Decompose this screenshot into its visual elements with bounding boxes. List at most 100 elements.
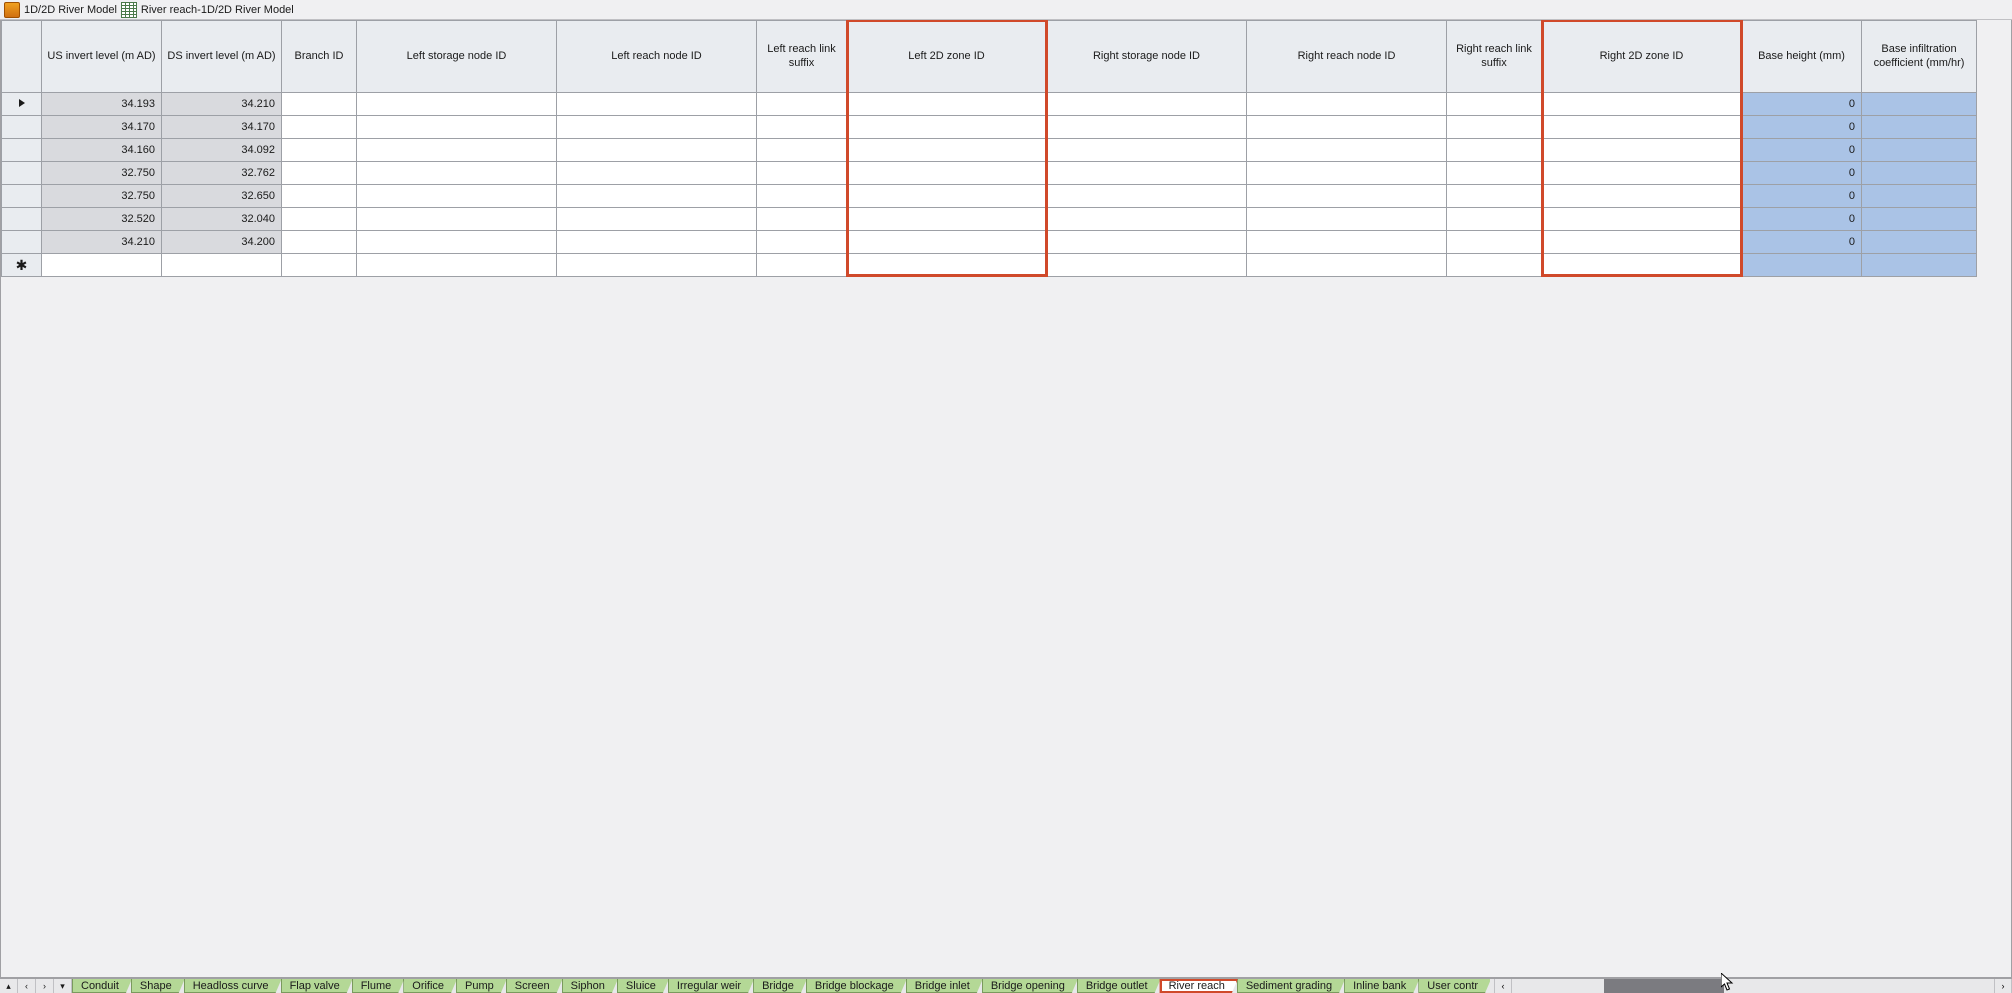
footer-tab-inline-bank[interactable]: Inline bank — [1344, 979, 1419, 993]
footer-tab-irregular-weir[interactable]: Irregular weir — [668, 979, 754, 993]
footer-tab-conduit[interactable]: Conduit — [72, 979, 132, 993]
cell-branch_id[interactable] — [282, 116, 357, 139]
cell-us_invert[interactable]: 34.193 — [42, 93, 162, 116]
cell-ds_invert[interactable]: 34.092 — [162, 139, 282, 162]
column-header-ds_invert[interactable]: DS invert level (m AD) — [162, 21, 282, 93]
cell-base_infilt[interactable] — [1862, 162, 1977, 185]
cell-ds_invert[interactable] — [162, 254, 282, 277]
hscroll-left[interactable]: ‹ — [1494, 979, 1512, 993]
cell-right_reach_node[interactable] — [1247, 231, 1447, 254]
hscroll-right[interactable]: › — [1994, 979, 2012, 993]
footer-tab-bridge-blockage[interactable]: Bridge blockage — [806, 979, 907, 993]
column-header-left_2d_zone[interactable]: Left 2D zone ID — [847, 21, 1047, 93]
cell-branch_id[interactable] — [282, 93, 357, 116]
cell-ds_invert[interactable]: 34.210 — [162, 93, 282, 116]
hscroll-track[interactable] — [1512, 979, 1994, 993]
tab-nav-last[interactable]: ▾ — [54, 979, 72, 993]
cell-left_storage[interactable] — [357, 185, 557, 208]
cell-right_2d_zone[interactable] — [1542, 162, 1742, 185]
cell-left_2d_zone[interactable] — [847, 116, 1047, 139]
cell-left_2d_zone[interactable] — [847, 208, 1047, 231]
cell-base_height[interactable]: 0 — [1742, 116, 1862, 139]
cell-base_infilt[interactable] — [1862, 231, 1977, 254]
column-header-base_infilt[interactable]: Base infiltration coefficient (mm/hr) — [1862, 21, 1977, 93]
footer-tab-shape[interactable]: Shape — [131, 979, 185, 993]
cell-us_invert[interactable]: 32.750 — [42, 185, 162, 208]
cell-right_2d_zone[interactable] — [1542, 231, 1742, 254]
cell-right_reach_node[interactable] — [1247, 139, 1447, 162]
cell-right_reach_node[interactable] — [1247, 116, 1447, 139]
cell-base_height[interactable]: 0 — [1742, 208, 1862, 231]
cell-left_reach_node[interactable] — [557, 139, 757, 162]
cell-right_reach_suffix[interactable] — [1447, 116, 1542, 139]
footer-tab-river-reach[interactable]: River reach — [1160, 979, 1238, 993]
cell-left_reach_node[interactable] — [557, 208, 757, 231]
cell-left_reach_suffix[interactable] — [757, 208, 847, 231]
footer-tab-flap-valve[interactable]: Flap valve — [281, 979, 353, 993]
cell-left_reach_node[interactable] — [557, 231, 757, 254]
cell-us_invert[interactable]: 34.210 — [42, 231, 162, 254]
cell-right_reach_suffix[interactable] — [1447, 231, 1542, 254]
tab-nav-first[interactable]: ▴ — [0, 979, 18, 993]
table-row[interactable]: 34.17034.1700 — [2, 116, 1977, 139]
footer-tab-sluice[interactable]: Sluice — [617, 979, 669, 993]
footer-tab-siphon[interactable]: Siphon — [562, 979, 618, 993]
cell-left_2d_zone[interactable] — [847, 162, 1047, 185]
cell-left_reach_suffix[interactable] — [757, 116, 847, 139]
column-header-left_storage[interactable]: Left storage node ID — [357, 21, 557, 93]
cell-right_storage[interactable] — [1047, 231, 1247, 254]
table-row[interactable]: 34.16034.092 0 — [2, 139, 1977, 162]
cell-us_invert[interactable]: 34.160 — [42, 139, 162, 162]
data-grid[interactable]: US invert level (m AD)DS invert level (m… — [1, 20, 1977, 277]
cell-left_2d_zone[interactable] — [847, 93, 1047, 116]
cell-base_height[interactable]: 0 — [1742, 139, 1862, 162]
table-row[interactable]: 32.75032.650 0 — [2, 185, 1977, 208]
new-row-selector[interactable]: ✱ — [2, 254, 42, 277]
cell-left_2d_zone[interactable] — [847, 231, 1047, 254]
cell-right_storage[interactable] — [1047, 116, 1247, 139]
footer-tab-pump[interactable]: Pump — [456, 979, 507, 993]
cell-branch_id[interactable] — [282, 185, 357, 208]
column-header-us_invert[interactable]: US invert level (m AD) — [42, 21, 162, 93]
column-header-branch_id[interactable]: Branch ID — [282, 21, 357, 93]
cell-left_storage[interactable] — [357, 231, 557, 254]
footer-tab-screen[interactable]: Screen — [506, 979, 563, 993]
cell-us_invert[interactable]: 32.750 — [42, 162, 162, 185]
footer-tab-user-contr[interactable]: User contr — [1418, 979, 1490, 993]
footer-tab-orifice[interactable]: Orifice — [403, 979, 457, 993]
row-selector[interactable] — [2, 185, 42, 208]
column-header-right_storage[interactable]: Right storage node ID — [1047, 21, 1247, 93]
cell-left_reach_suffix[interactable] — [757, 162, 847, 185]
cell-ds_invert[interactable]: 32.650 — [162, 185, 282, 208]
cell-right_storage[interactable] — [1047, 208, 1247, 231]
footer-tab-bridge[interactable]: Bridge — [753, 979, 807, 993]
column-header-right_reach_suffix[interactable]: Right reach link suffix — [1447, 21, 1542, 93]
tab-nav-prev[interactable]: ‹ — [18, 979, 36, 993]
cell-ds_invert[interactable]: 32.762 — [162, 162, 282, 185]
cell-us_invert[interactable]: 32.520 — [42, 208, 162, 231]
hscroll-thumb[interactable] — [1604, 979, 1724, 993]
cell-branch_id[interactable] — [282, 231, 357, 254]
cell-right_reach_suffix[interactable] — [1447, 208, 1542, 231]
cell-left_reach_suffix[interactable] — [757, 254, 847, 277]
cell-base_infilt[interactable] — [1862, 93, 1977, 116]
cell-left_reach_node[interactable] — [557, 254, 757, 277]
cell-right_storage[interactable] — [1047, 185, 1247, 208]
cell-left_storage[interactable] — [357, 162, 557, 185]
row-selector[interactable] — [2, 116, 42, 139]
cell-branch_id[interactable] — [282, 139, 357, 162]
cell-base_height[interactable]: 0 — [1742, 185, 1862, 208]
cell-base_height[interactable] — [1742, 254, 1862, 277]
cell-right_2d_zone[interactable] — [1542, 139, 1742, 162]
cell-base_height[interactable]: 0 — [1742, 162, 1862, 185]
cell-base_infilt[interactable] — [1862, 116, 1977, 139]
cell-left_2d_zone[interactable] — [847, 139, 1047, 162]
cell-left_storage[interactable] — [357, 116, 557, 139]
footer-tab-bridge-opening[interactable]: Bridge opening — [982, 979, 1078, 993]
cell-left_reach_suffix[interactable] — [757, 139, 847, 162]
breadcrumb-view[interactable]: River reach-1D/2D River Model — [141, 4, 294, 16]
tab-nav-next[interactable]: › — [36, 979, 54, 993]
cell-right_reach_node[interactable] — [1247, 208, 1447, 231]
column-header-right_reach_node[interactable]: Right reach node ID — [1247, 21, 1447, 93]
cell-left_reach_node[interactable] — [557, 162, 757, 185]
